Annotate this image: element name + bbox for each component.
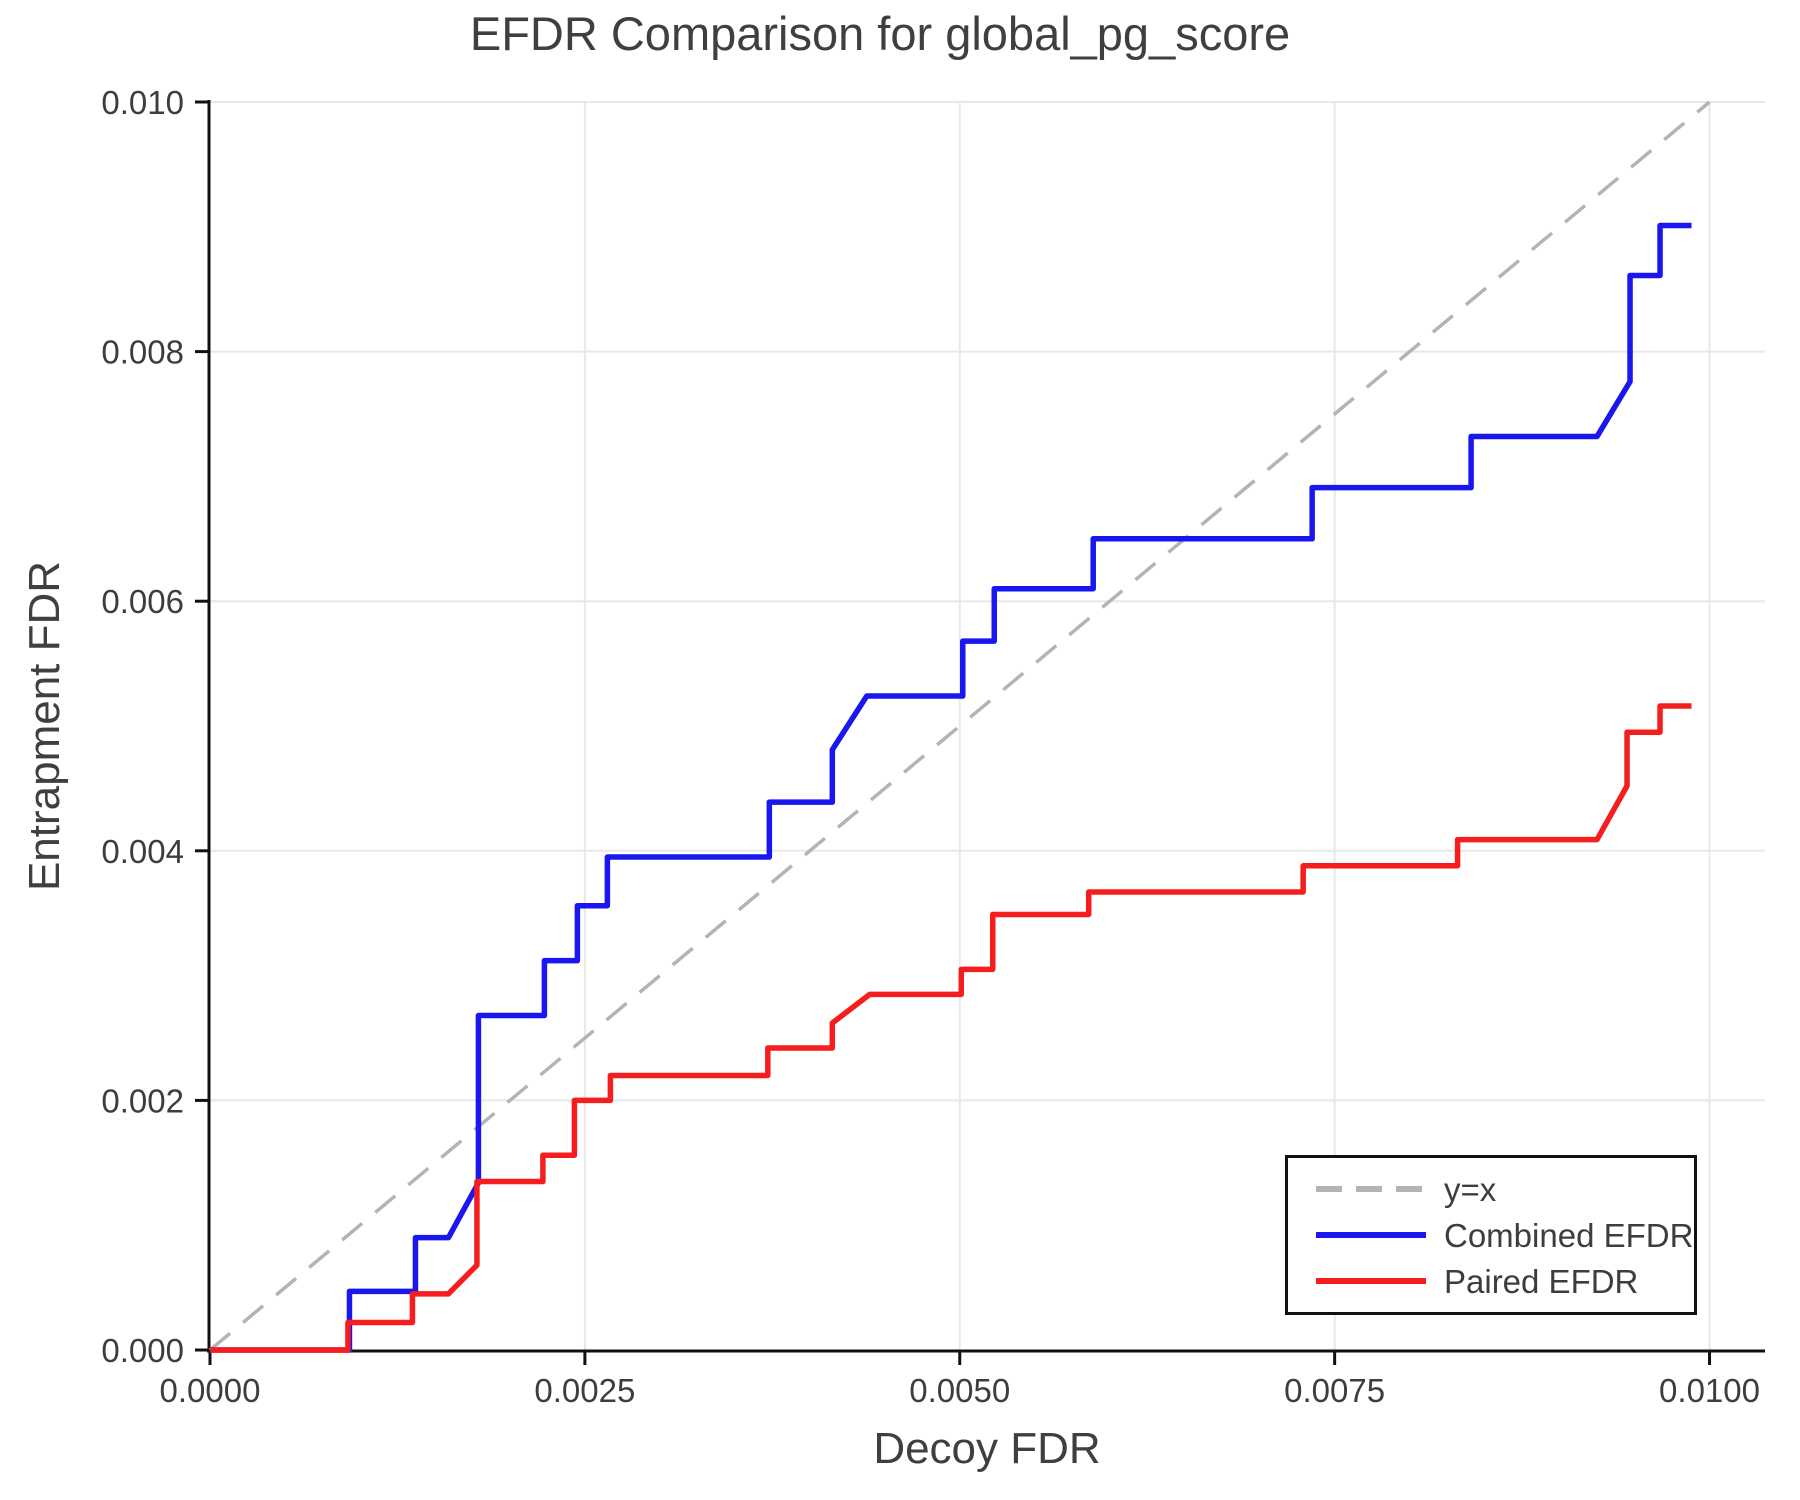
y-tick-label: 0.008 [101, 334, 184, 371]
x-axis-title: Decoy FDR [873, 1424, 1101, 1473]
x-tick-label: 0.0100 [1659, 1372, 1760, 1409]
legend-item-combined-efdr: Combined EFDR [1316, 1216, 1694, 1254]
legend-item-paired-efdr: Paired EFDR [1316, 1262, 1694, 1300]
x-tick-label: 0.0075 [1284, 1372, 1385, 1409]
y-axis-title: Entrapment FDR [20, 560, 69, 892]
legend-label-paired-efdr: Paired EFDR [1444, 1262, 1639, 1300]
x-tick-label: 0.0050 [909, 1372, 1010, 1409]
paired-efdr-line-swatch [1316, 1278, 1426, 1284]
series-line-combined-efdr [210, 222, 1692, 1353]
x-tick-label: 0.0025 [534, 1372, 635, 1409]
x-tick-label: 0.0000 [160, 1372, 261, 1409]
legend-label-combined-efdr: Combined EFDR [1444, 1216, 1694, 1254]
y-tick-label: 0.010 [101, 84, 184, 121]
series-line-y-x [208, 100, 1711, 1352]
chart-title: EFDR Comparison for global_pg_score [469, 7, 1291, 60]
legend: y=x Combined EFDR Paired EFDR [1285, 1155, 1697, 1315]
legend-item-identity: y=x [1316, 1170, 1694, 1208]
legend-label-identity: y=x [1444, 1170, 1497, 1208]
y-tick-label: 0.000 [101, 1332, 184, 1369]
combined-efdr-line-swatch [1316, 1232, 1426, 1238]
y-tick-label: 0.002 [101, 1082, 184, 1119]
series-line-paired-efdr [210, 703, 1692, 1353]
y-tick-label: 0.006 [101, 583, 184, 620]
identity-line-swatch [1316, 1186, 1426, 1192]
y-tick-label: 0.004 [101, 833, 184, 870]
